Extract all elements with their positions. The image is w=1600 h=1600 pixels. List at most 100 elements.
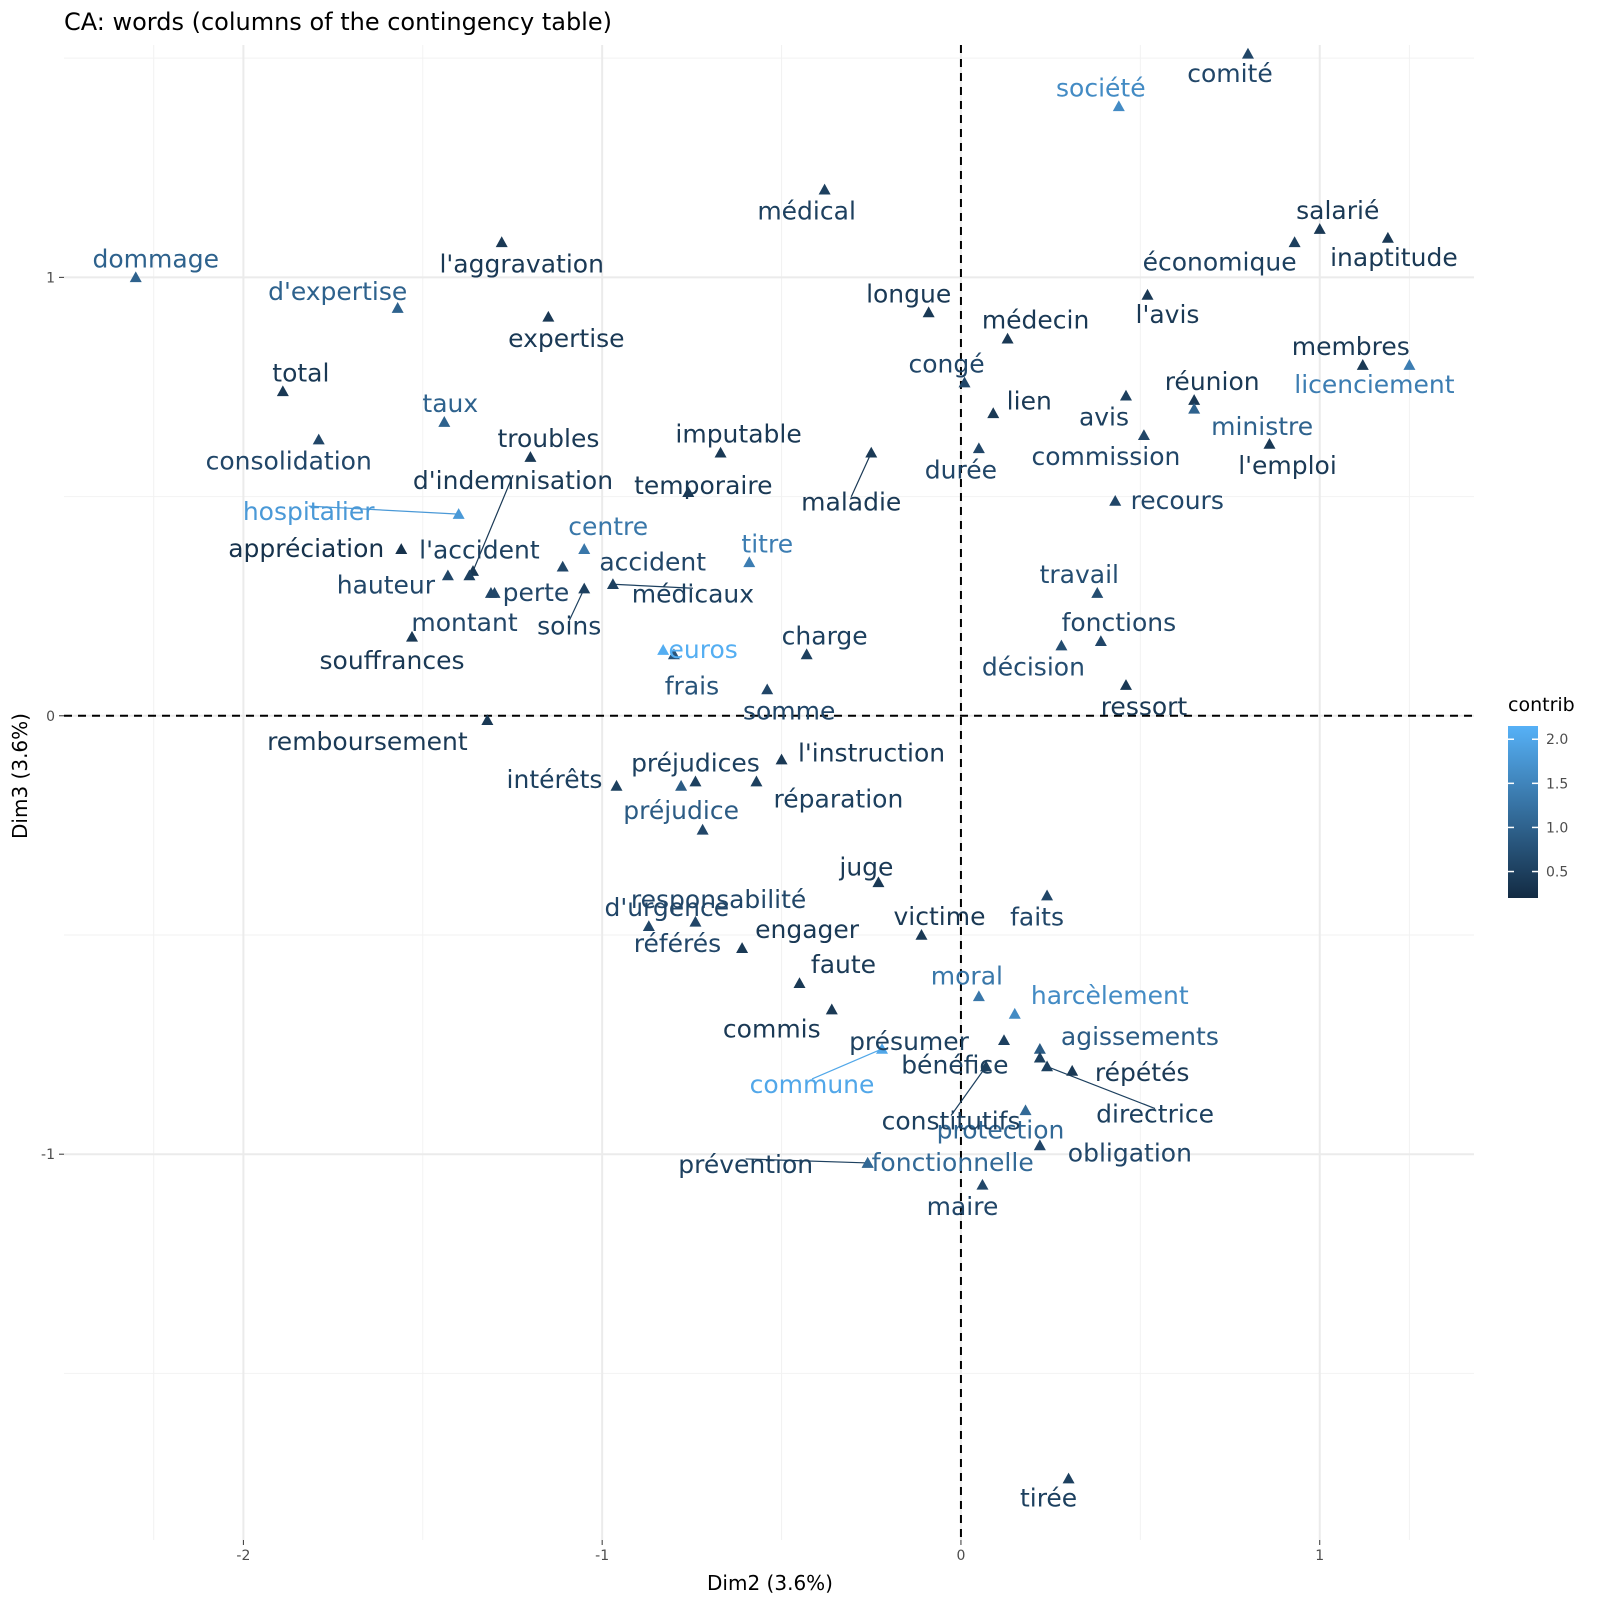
point-marker-juge [872, 876, 885, 888]
point-marker-lien [987, 407, 1000, 419]
point-label-ressort: ressort [1101, 692, 1188, 721]
point-marker-expertise [542, 310, 555, 322]
point-label-centre: centre [568, 512, 648, 541]
point-label-avis: avis [1079, 403, 1129, 432]
point-label-pr-vention: prévention [678, 1150, 813, 1179]
point-marker-licenciement [1403, 359, 1416, 370]
y-tick-label: 0 [46, 709, 55, 725]
point-label-souffrances: souffrances [320, 646, 465, 675]
point-label-maire: maire [927, 1192, 999, 1221]
point-label-int-r-ts: intérêts [507, 765, 603, 794]
point-label-soins: soins [537, 612, 601, 641]
point-marker-frais [667, 648, 680, 660]
legend-ticks: 2.0 1.5 1.0 0.5 [1508, 732, 1568, 881]
point-label-taux: taux [422, 389, 478, 418]
point-label-responsabilit-: responsabilité [631, 885, 806, 914]
point-label-membres: membres [1292, 332, 1410, 361]
point-marker-d-urgence [642, 920, 655, 932]
point-label-longue: longue [866, 279, 951, 308]
point-label-recours: recours [1131, 486, 1224, 515]
point-label-d-expertise: d'expertise [268, 277, 407, 306]
legend-tick-label: 0.5 [1546, 865, 1568, 881]
point-label-titre: titre [741, 529, 793, 558]
point-label-appr-ciation: appréciation [228, 534, 384, 563]
point-label-maladie: maladie [801, 488, 901, 517]
x-tick-label: -1 [595, 1548, 609, 1564]
point-marker-inaptitude [1381, 231, 1394, 243]
reference-lines [64, 45, 1474, 1540]
point-label-fonctions: fonctions [1062, 608, 1177, 637]
point-marker-fonctions [1094, 635, 1107, 647]
point-label-constitutifs: constitutifs [882, 1107, 1021, 1136]
point-label-b-n-fice: bénéfice [901, 1051, 1008, 1080]
point-label-expertise: expertise [508, 324, 624, 353]
point-marker-d-expertise [391, 302, 404, 313]
point-marker-centre [578, 543, 591, 554]
point-marker-imputable [714, 446, 727, 458]
y-tick-label: -1 [41, 1147, 55, 1163]
point-label-moral: moral [931, 961, 1003, 990]
legend-tick-label: 1.5 [1546, 776, 1568, 792]
point-label-cong-: congé [908, 350, 984, 379]
point-marker-tir-e [1062, 1472, 1075, 1484]
point-label-l-instruction: l'instruction [798, 739, 945, 768]
point-marker-l-aggravation [495, 236, 508, 248]
grid [64, 45, 1474, 1540]
point-marker-somme [761, 683, 774, 695]
point-label-salari-: salarié [1296, 196, 1379, 225]
point-label-euros: euros [669, 635, 738, 664]
point-label-montant: montant [411, 608, 517, 637]
point-marker-cong- [958, 376, 971, 388]
point-label-accident: accident [599, 548, 706, 577]
leader-line-m-dicaux [612, 583, 693, 589]
point-label-dur-e: durée [925, 455, 997, 484]
point-marker-ministre [1188, 402, 1201, 414]
point-label-l-aggravation: l'aggravation [439, 249, 603, 278]
point-marker-appr-ciation [395, 543, 408, 554]
legend-colorbar [1508, 726, 1538, 898]
point-label-commis: commis [723, 1015, 821, 1044]
point-label--conomique: économique [1143, 247, 1297, 276]
x-tick-label: -2 [236, 1548, 250, 1564]
point-marker-avis [1119, 389, 1132, 401]
point-marker-pr-judice [675, 779, 688, 791]
point-marker-protection [1019, 1104, 1032, 1116]
point-marker-faute [793, 977, 806, 989]
point-marker-b-n-fice [1033, 1051, 1046, 1063]
point-label-harc-lement: harcèlement [1031, 981, 1189, 1010]
point-label-remboursement: remboursement [267, 727, 468, 756]
point-label-faute: faute [811, 950, 876, 979]
point-label-r-paration: réparation [774, 785, 904, 814]
point-marker-consolidation [312, 433, 325, 445]
point-label-tir-e: tirée [1020, 1484, 1077, 1513]
point-marker-maire [976, 1178, 989, 1190]
legend-tick-label: 1.0 [1546, 820, 1568, 836]
point-marker--conomique [1288, 236, 1301, 248]
legend-title: contrib [1508, 694, 1575, 716]
point-marker-temporaire [682, 486, 695, 497]
point-marker-r-p-t-s [1066, 1064, 1079, 1076]
chart-title: CA: words (columns of the contingency ta… [64, 8, 612, 36]
point-marker-r-union [1188, 394, 1201, 405]
point-marker-obligation [1033, 1139, 1046, 1151]
point-marker-directrice [1041, 1060, 1054, 1072]
point-label-perte: perte [503, 578, 570, 607]
point-label-consolidation: consolidation [206, 447, 372, 476]
point-marker-taux [438, 416, 451, 427]
point-marker-maladie [865, 446, 878, 458]
leader-line-commune [811, 1048, 883, 1080]
point-marker-comit- [1241, 47, 1254, 59]
point-label-inaptitude: inaptitude [1330, 243, 1458, 272]
point-marker-troubles [524, 451, 537, 462]
point-label-r-union: réunion [1165, 367, 1260, 396]
point-marker-ressort [1119, 679, 1132, 690]
point-marker-r-f-r-s [689, 915, 702, 927]
point-marker-membres [1356, 359, 1369, 370]
point-label-charge: charge [782, 621, 868, 650]
point-marker-soci-t- [1112, 100, 1125, 112]
point-label-m-dical: médical [757, 197, 856, 226]
point-marker-dur-e [972, 442, 985, 454]
data-points [129, 47, 1416, 1484]
point-marker-charge [800, 648, 813, 660]
point-label-lien: lien [1007, 386, 1052, 415]
